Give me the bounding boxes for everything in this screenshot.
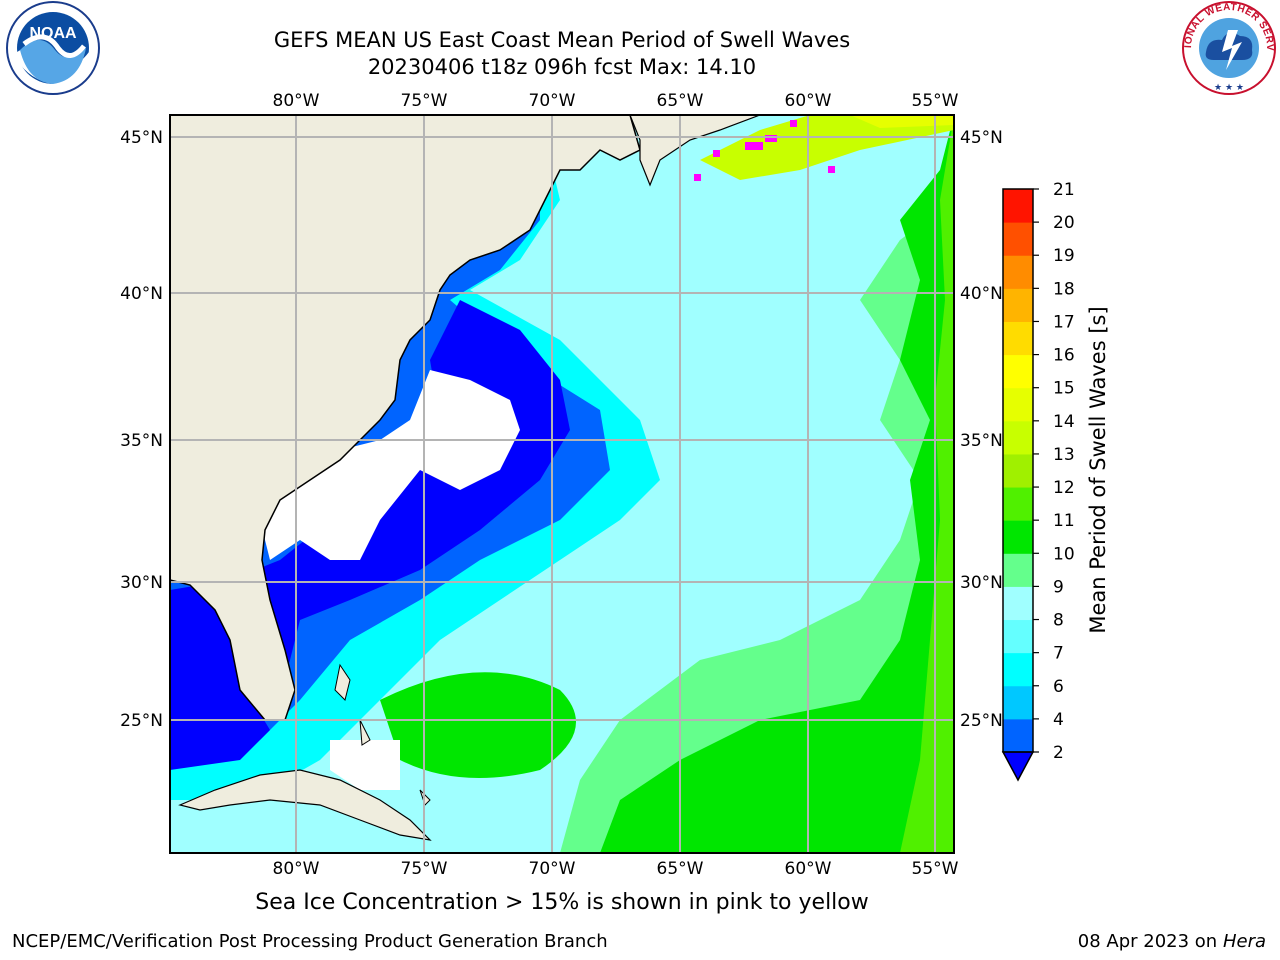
colorbar-tick-label: 9 [1053, 577, 1064, 597]
lat-labels-left: 45°N 40°N 35°N 30°N 25°N [120, 128, 163, 731]
colorbar-segment [1003, 288, 1033, 322]
lat-label-right: 40°N [960, 284, 1003, 304]
colorbar-segment [1003, 387, 1033, 422]
map-panel [170, 115, 954, 853]
lat-label-right: 25°N [960, 711, 1003, 731]
lat-label-right: 30°N [960, 573, 1003, 593]
colorbar-segment [1003, 619, 1033, 654]
gulf-deep-blue [170, 590, 270, 770]
lon-label-bottom: 55°W [912, 859, 959, 879]
colorbar-segment [1003, 354, 1033, 389]
colorbar-tick-label: 18 [1053, 279, 1075, 299]
lon-label-bottom: 70°W [529, 859, 576, 879]
lat-label-left: 45°N [120, 128, 163, 148]
footer-date: 08 Apr 2023 on Hera [1078, 931, 1266, 952]
map-subtitle: 20230406 t18z 096h fcst Max: 14.10 [367, 55, 757, 79]
colorbar-tick-label: 14 [1053, 412, 1075, 432]
lon-label-bottom: 75°W [401, 859, 448, 879]
lon-label-top: 75°W [401, 91, 448, 111]
lon-label-bottom: 65°W [657, 859, 704, 879]
land-maritimes [629, 115, 761, 187]
lat-label-right: 45°N [960, 128, 1003, 148]
footer-credit: NCEP/EMC/Verification Post Processing Pr… [12, 931, 608, 952]
footer-machine: Hera [1222, 931, 1266, 952]
colorbar-tick-label: 12 [1053, 478, 1075, 498]
colorbar-frame [1002, 188, 1034, 753]
colorbar-tick-label: 13 [1053, 445, 1075, 465]
sea-ice-4 [713, 150, 720, 157]
lon-label-top: 60°W [785, 91, 832, 111]
sea-ice-1 [745, 142, 763, 150]
lon-labels-bottom: 80°W 75°W 70°W 65°W 60°W 55°W [273, 859, 959, 879]
colorbar-tick-label: 6 [1053, 677, 1064, 697]
lat-labels-right: 45°N 40°N 35°N 30°N 25°N [960, 128, 1003, 731]
colorbar-tick-label: 21 [1053, 180, 1075, 200]
colorbar-segment [1003, 255, 1033, 289]
calm-white-bahamas [330, 740, 400, 790]
colorbar-segment [1003, 487, 1033, 521]
lat-label-left: 30°N [120, 573, 163, 593]
lat-label-left: 35°N [120, 431, 163, 451]
colorbar-segment [1003, 652, 1033, 687]
colorbar-tick-label: 11 [1053, 511, 1075, 531]
colorbar-tick-label: 16 [1053, 346, 1075, 366]
lat-label-right: 35°N [960, 431, 1003, 451]
colorbar-segment [1003, 685, 1033, 720]
colorbar-segment [1003, 520, 1033, 554]
grid-lines [170, 115, 954, 853]
colorbar-tick-label: 4 [1053, 710, 1064, 730]
land-bahamas-2 [359, 719, 371, 746]
noaa-logo-text: NOAA [29, 25, 77, 42]
lon-label-top: 65°W [657, 91, 704, 111]
lon-label-bottom: 80°W [273, 859, 320, 879]
map-title: GEFS MEAN US East Coast Mean Period of S… [273, 28, 851, 52]
sea-ice-5 [694, 174, 701, 181]
nws-logo: NATIONAL WEATHER SERVICE ★ ★ ★ [1178, 0, 1276, 95]
noaa-logo: NOAA [6, 1, 100, 95]
svg-text:★ ★ ★: ★ ★ ★ [1214, 83, 1244, 93]
footer-date-text: 08 Apr 2023 on [1077, 931, 1218, 952]
lon-label-top: 80°W [273, 91, 320, 111]
ocean-green-bahamas [380, 672, 576, 778]
lon-label-top: 55°W [912, 91, 959, 111]
lat-label-left: 40°N [120, 284, 163, 304]
ocean-green-edge [900, 115, 954, 853]
colorbar-segment [1003, 420, 1033, 455]
land-us-east [170, 115, 641, 721]
lon-label-bottom: 60°W [785, 859, 832, 879]
colorbar-tick-label: 19 [1053, 246, 1075, 266]
lon-label-top: 70°W [529, 91, 576, 111]
colorbar-tick-label: 2 [1053, 743, 1064, 763]
sea-ice-2 [765, 135, 777, 142]
colorbar-segment [1003, 189, 1033, 223]
colorbar-extend-arrow [1001, 751, 1035, 782]
lon-labels-top: 80°W 75°W 70°W 65°W 60°W 55°W [273, 91, 959, 111]
ocean-yellow-green [700, 115, 954, 180]
colorbar-segment [1003, 718, 1033, 753]
calm-white-zone [260, 370, 520, 560]
colorbar: 2 4 6 7 8 9 10 11 12 13 14 15 16 17 18 19 20 21 [1001, 180, 1075, 782]
colorbar-segment [1003, 553, 1033, 587]
sea-ice-3 [790, 120, 797, 127]
colorbar-segment [1003, 453, 1033, 488]
land-cuba [178, 769, 432, 841]
colorbar-segment [1003, 222, 1033, 256]
colorbar-segment [1003, 586, 1033, 621]
colorbar-tick-label: 17 [1053, 312, 1075, 332]
sea-ice-6 [828, 166, 835, 173]
colorbar-segment [1003, 321, 1033, 356]
sea-ice-note: Sea Ice Concentration > 15% is shown in … [255, 890, 869, 915]
colorbar-label: Mean Period of Swell Waves [s] [1086, 306, 1110, 634]
lat-label-left: 25°N [120, 711, 163, 731]
map-frame [169, 114, 955, 854]
colorbar-tick-label: 8 [1053, 611, 1064, 631]
land-bahamas [334, 663, 351, 701]
ocean-yellow [850, 115, 954, 128]
colorbar-tick-label: 15 [1053, 379, 1075, 399]
colorbar-tick-label: 7 [1053, 644, 1064, 664]
colorbar-tick-label: 10 [1053, 544, 1075, 564]
colorbar-tick-label: 20 [1053, 213, 1075, 233]
